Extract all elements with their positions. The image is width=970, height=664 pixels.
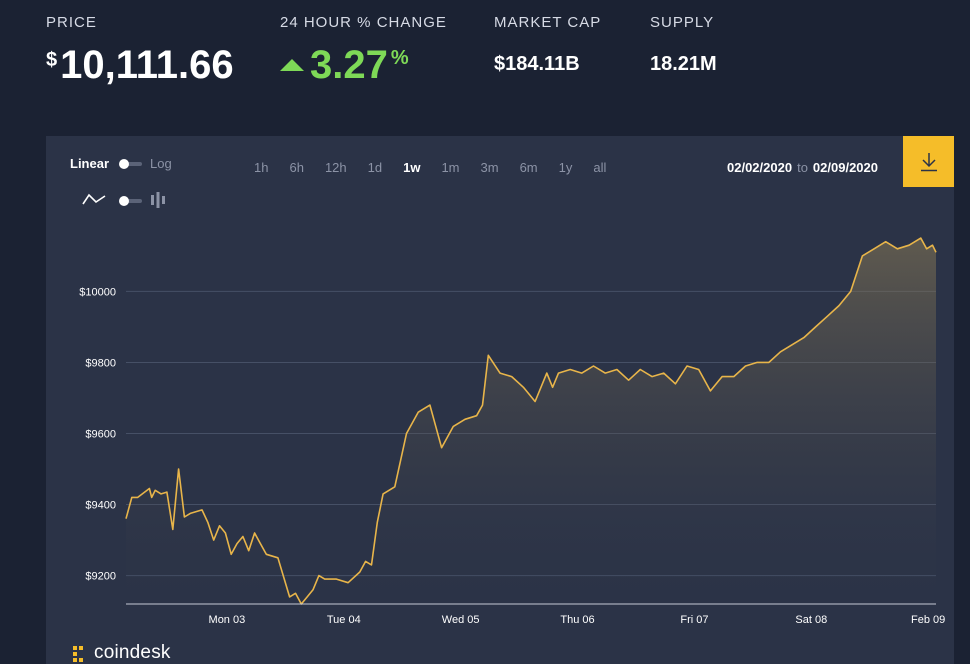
range-1h[interactable]: 1h [254, 160, 269, 175]
log-option[interactable]: Log [150, 156, 172, 171]
x-tick-label: Tue 04 [327, 614, 361, 626]
range-1y[interactable]: 1y [558, 160, 573, 175]
y-tick-label: $10000 [79, 286, 116, 298]
y-tick-label: $9800 [85, 357, 116, 369]
candlestick-icon[interactable] [150, 191, 166, 209]
x-tick-label: Mon 03 [209, 614, 246, 626]
y-tick-label: $9200 [85, 571, 116, 583]
market-cap-stat: MARKET CAP $184.11B [494, 14, 601, 76]
price-line [125, 237, 937, 605]
scale-toggle[interactable] [119, 159, 142, 169]
price-currency: $ [46, 49, 58, 71]
date-to[interactable]: 02/09/2020 [812, 160, 878, 175]
x-tick-label: Feb 09 [911, 614, 945, 626]
time-range-selector: 1h 6h 12h 1d 1w 1m 3m 6m 1y all [254, 160, 627, 175]
range-1m[interactable]: 1m [441, 160, 460, 175]
y-tick-label: $9400 [85, 500, 116, 512]
linear-option[interactable]: Linear [70, 156, 110, 171]
arrow-up-icon [280, 59, 304, 71]
price-chart: $9200 $9400 $9600 $9800 $10000 Mon 03 Tue 04 We… [79, 237, 945, 626]
change-stat: 24 HOUR % CHANGE 3.27 % [280, 14, 447, 88]
range-12h[interactable]: 12h [324, 160, 347, 175]
x-tick-label: Fri 07 [680, 614, 708, 626]
change-unit: % [390, 47, 409, 69]
price-label: PRICE [46, 14, 97, 31]
range-6h[interactable]: 6h [289, 160, 304, 175]
date-to-word: to [797, 160, 808, 175]
chart-panel: Linear Log 1h 6h 12h 1d 1w 1m 3m 6m 1y all 02/02/… [46, 136, 954, 664]
x-tick-label: Sat 08 [795, 614, 827, 626]
chart-mode-toggle[interactable] [119, 196, 142, 206]
supply-stat: SUPPLY 18.21M [650, 14, 717, 76]
range-3m[interactable]: 3m [480, 160, 499, 175]
price-value: 10,111.66 [60, 43, 234, 87]
line-chart-icon[interactable] [82, 192, 106, 206]
range-all[interactable]: all [593, 160, 607, 175]
y-tick-label: $9600 [85, 428, 116, 440]
date-range: 02/02/2020 to 02/09/2020 [727, 160, 878, 175]
scale-toggle-knob [119, 159, 129, 169]
supply-value: 18.21M [650, 53, 717, 75]
change-label: 24 HOUR % CHANGE [280, 14, 447, 31]
market-cap-value: $184.11B [494, 53, 580, 75]
range-6m[interactable]: 6m [519, 160, 538, 175]
coindesk-logo-icon [73, 646, 83, 662]
price-stat: PRICE $ 10,111.66 [46, 14, 234, 88]
change-value: 3.27 [310, 43, 388, 87]
x-tick-label: Thu 06 [560, 614, 594, 626]
download-button[interactable] [903, 136, 954, 187]
range-1d[interactable]: 1d [367, 160, 383, 175]
price-area [126, 238, 936, 604]
chart-mode-toggle-knob [119, 196, 129, 206]
range-1w[interactable]: 1w [403, 160, 421, 175]
supply-label: SUPPLY [650, 14, 715, 31]
download-icon [920, 152, 937, 171]
coindesk-logo: coindesk [70, 642, 171, 664]
market-cap-label: MARKET CAP [494, 14, 602, 31]
date-from[interactable]: 02/02/2020 [727, 160, 793, 175]
brand-name: coindesk [94, 642, 171, 663]
x-tick-label: Wed 05 [442, 614, 480, 626]
